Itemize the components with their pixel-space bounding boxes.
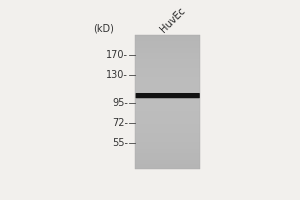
- Text: 95-: 95-: [112, 98, 128, 108]
- Bar: [135, 140, 200, 142]
- Text: HuvEc: HuvEc: [158, 5, 187, 34]
- Bar: [135, 66, 200, 68]
- Bar: [135, 106, 200, 108]
- Bar: [135, 95, 200, 97]
- Text: 55-: 55-: [112, 138, 128, 148]
- Bar: [135, 59, 200, 62]
- Bar: [135, 151, 200, 153]
- Bar: [135, 135, 200, 137]
- Bar: [135, 126, 200, 129]
- Bar: [135, 35, 200, 37]
- Bar: [135, 46, 200, 48]
- Bar: [135, 100, 200, 102]
- Bar: [135, 124, 200, 126]
- Text: 72-: 72-: [112, 118, 128, 128]
- Bar: [135, 88, 200, 91]
- Bar: [135, 162, 200, 164]
- Bar: [135, 39, 200, 41]
- Text: 170-: 170-: [106, 50, 128, 60]
- Bar: [135, 167, 200, 169]
- Bar: [135, 146, 200, 149]
- Bar: [135, 62, 200, 64]
- Text: (kD): (kD): [93, 23, 114, 33]
- Bar: [135, 131, 200, 133]
- Bar: [135, 64, 200, 66]
- Bar: [135, 149, 200, 151]
- Bar: [135, 137, 200, 140]
- Bar: [135, 111, 200, 113]
- Bar: [135, 144, 200, 146]
- Bar: [135, 164, 200, 167]
- Bar: [135, 35, 200, 169]
- Bar: [135, 104, 200, 106]
- Bar: [135, 41, 200, 44]
- Bar: [135, 50, 200, 53]
- FancyBboxPatch shape: [136, 93, 200, 98]
- Bar: [135, 120, 200, 122]
- Bar: [135, 97, 200, 100]
- Bar: [135, 93, 200, 95]
- Bar: [135, 113, 200, 115]
- Bar: [135, 142, 200, 144]
- Bar: [135, 53, 200, 55]
- Bar: [135, 115, 200, 117]
- Bar: [135, 57, 200, 59]
- Bar: [135, 117, 200, 120]
- Bar: [135, 44, 200, 46]
- Bar: [135, 102, 200, 104]
- Bar: [135, 133, 200, 135]
- Bar: [135, 77, 200, 79]
- Bar: [135, 71, 200, 73]
- Bar: [135, 122, 200, 124]
- Bar: [135, 153, 200, 155]
- Bar: [135, 48, 200, 50]
- Bar: [135, 55, 200, 57]
- Bar: [135, 86, 200, 88]
- Bar: [135, 73, 200, 75]
- Bar: [135, 68, 200, 71]
- Bar: [135, 155, 200, 158]
- Bar: [135, 160, 200, 162]
- Bar: [135, 91, 200, 93]
- Bar: [135, 108, 200, 111]
- Bar: [135, 82, 200, 84]
- Text: 130-: 130-: [106, 70, 128, 80]
- Bar: [135, 84, 200, 86]
- Bar: [135, 129, 200, 131]
- Bar: [135, 37, 200, 39]
- Bar: [135, 158, 200, 160]
- Bar: [135, 79, 200, 82]
- Bar: [135, 75, 200, 77]
